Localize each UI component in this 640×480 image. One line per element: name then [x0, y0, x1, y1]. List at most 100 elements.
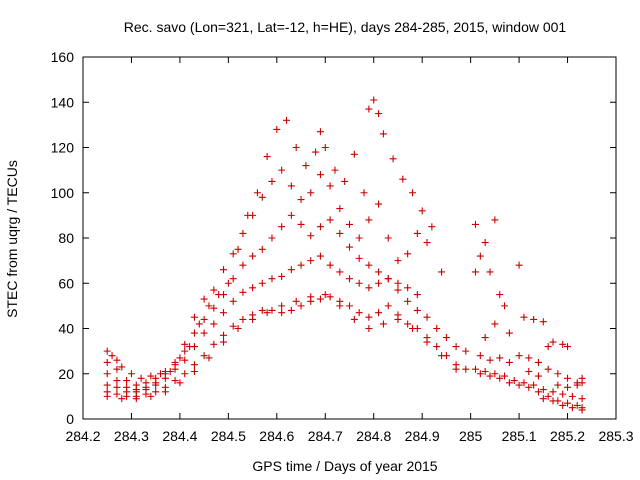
y-tick-label: 100 [51, 185, 75, 201]
data-point [220, 338, 228, 346]
data-point [103, 370, 111, 378]
data-point [462, 347, 470, 355]
data-point [316, 252, 324, 260]
data-point [147, 372, 155, 380]
data-point [370, 96, 378, 104]
x-tick-label: 284.3 [114, 428, 149, 444]
x-tick-label: 284.5 [211, 428, 246, 444]
data-point [161, 388, 169, 396]
data-point [127, 370, 135, 378]
data-point [200, 352, 208, 360]
data-point [568, 392, 576, 400]
data-point [505, 379, 513, 387]
x-tick-label: 285.1 [502, 428, 537, 444]
data-point [578, 395, 586, 403]
data-point [564, 383, 572, 391]
data-point [491, 216, 499, 224]
data-point [501, 302, 509, 310]
data-point [515, 352, 523, 360]
data-point [423, 338, 431, 346]
data-point [326, 216, 334, 224]
data-point [336, 229, 344, 237]
data-point [471, 220, 479, 228]
data-point [476, 352, 484, 360]
x-tick-label: 285.3 [598, 428, 633, 444]
data-point [103, 347, 111, 355]
data-point [404, 320, 412, 328]
data-point [534, 372, 542, 380]
data-point [346, 275, 353, 283]
data-point [525, 383, 533, 391]
data-point [394, 257, 402, 265]
data-point [389, 155, 397, 163]
data-point [239, 288, 247, 296]
data-point [471, 268, 479, 276]
data-point [375, 279, 383, 287]
data-point [326, 261, 334, 269]
data-point [287, 266, 295, 274]
plot-frame [82, 56, 617, 420]
data-point [171, 365, 179, 373]
data-point [263, 153, 271, 161]
data-point [190, 361, 198, 369]
data-point [103, 381, 111, 389]
data-point [283, 116, 291, 124]
data-point [564, 374, 572, 382]
data-point [113, 383, 121, 391]
data-point [297, 220, 305, 228]
data-point [525, 354, 533, 362]
data-point [205, 302, 213, 310]
data-point [515, 381, 523, 389]
data-point [239, 229, 247, 237]
data-point [297, 302, 305, 310]
data-point [118, 363, 126, 371]
data-point [278, 272, 286, 280]
data-point [544, 343, 552, 351]
data-point [350, 150, 358, 158]
data-point [404, 250, 412, 258]
data-point [394, 279, 402, 287]
data-point [220, 291, 228, 299]
data-point [360, 189, 368, 197]
data-point [331, 166, 339, 174]
data-point [428, 223, 436, 231]
data-point [350, 315, 358, 323]
data-point [336, 302, 344, 310]
data-point [200, 295, 208, 303]
data-point [220, 309, 228, 317]
data-point [544, 365, 552, 373]
data-point [462, 365, 470, 373]
data-point [113, 356, 121, 364]
data-point [423, 239, 431, 247]
data-point [152, 388, 160, 396]
data-point [326, 293, 334, 301]
data-point [355, 309, 363, 317]
data-point [404, 284, 412, 292]
data-point [375, 309, 383, 317]
data-point [302, 162, 310, 170]
data-point [355, 254, 363, 262]
data-point [505, 329, 513, 337]
data-point [239, 261, 247, 269]
data-point [384, 234, 392, 242]
data-point [268, 275, 276, 283]
data-point [568, 404, 576, 412]
x-tick-label: 284.7 [308, 428, 343, 444]
data-point [268, 306, 276, 314]
data-point [539, 386, 547, 394]
data-point [210, 340, 218, 348]
x-axis-label: GPS time / Days of year 2015 [252, 458, 437, 474]
y-tick-label: 60 [58, 275, 74, 291]
data-point [190, 343, 198, 351]
data-point [297, 196, 305, 204]
data-point [505, 358, 513, 366]
data-point [326, 182, 334, 190]
data-point [118, 395, 126, 403]
data-point [365, 216, 373, 224]
data-point [501, 372, 509, 380]
y-tick-label: 20 [58, 366, 74, 382]
data-point [113, 377, 121, 385]
data-point [573, 401, 581, 409]
data-point [249, 211, 257, 219]
data-point [307, 293, 315, 301]
